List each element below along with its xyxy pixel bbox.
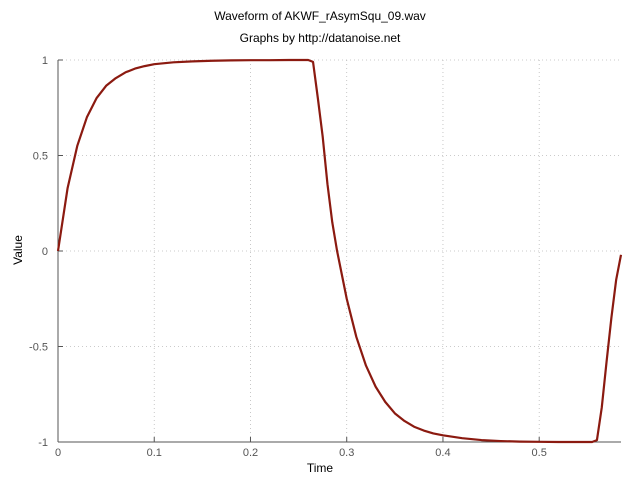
x-tick-label: 0.4 [435,447,450,459]
y-tick-label: 0.5 [33,151,48,163]
x-tick-label: 0.2 [243,447,258,459]
axis-ticks: 0 0.1 0.2 0.3 0.4 0.5 1 0.5 0 -0.5 -1 [29,55,547,459]
waveform-line [56,58,623,444]
chart-subtitle: Graphs by http://datanoise.net [239,31,401,45]
grid-lines [58,59,621,442]
series-group [56,58,623,444]
y-tick-label: 0 [42,246,48,258]
chart-title: Waveform of AKWF_rAsymSqu_09.wav [214,9,426,23]
y-tick-label: 1 [42,55,48,67]
x-tick-label: 0.3 [339,447,354,459]
x-axis-label: Time [306,461,334,475]
y-tick-label: -1 [38,437,48,449]
x-tick-label: 0 [55,447,61,459]
x-tick-label: 0.5 [532,447,547,459]
y-tick-label: -0.5 [29,342,48,354]
x-tick-label: 0.1 [147,447,162,459]
